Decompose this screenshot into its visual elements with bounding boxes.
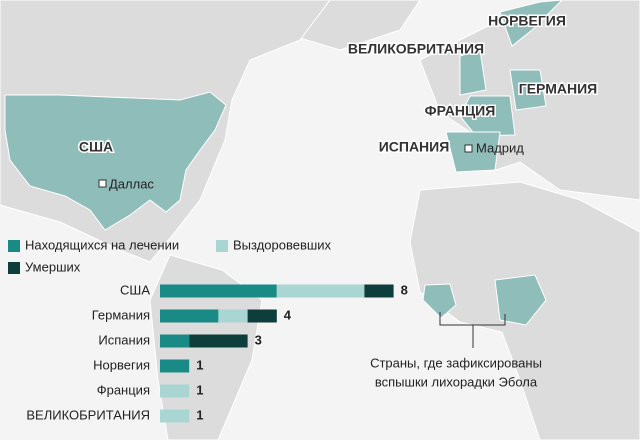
- country-label: ФРАНЦИЯ: [425, 103, 496, 119]
- legend-swatch: [8, 262, 20, 274]
- legend-swatch: [216, 240, 228, 252]
- category-label: Франция: [97, 382, 150, 397]
- chart: Находящихся на лечении Выздоровевших Умерш…: [8, 237, 408, 423]
- country-label: ИСПАНИЯ: [379, 139, 450, 155]
- country-label: ВЕЛИКОБРИТАНИЯ: [348, 41, 484, 57]
- west-africa-outbreak: [422, 283, 457, 319]
- country-label: НОРВЕГИЯ: [488, 13, 566, 29]
- city-marker: [98, 179, 107, 188]
- country-label: США: [79, 139, 113, 155]
- uk: [459, 49, 487, 96]
- total-label: 1: [196, 407, 203, 422]
- bar-segment: [160, 334, 190, 348]
- city-marker: [464, 144, 473, 153]
- category-label: США: [120, 282, 150, 297]
- legend-label: Находящихся на лечении: [25, 237, 179, 252]
- category-label: Норвегия: [93, 357, 150, 372]
- city-label: Мадрид: [476, 140, 524, 155]
- bar-segment: [160, 309, 219, 323]
- spain: [445, 131, 501, 173]
- city-label: Даллас: [109, 176, 154, 191]
- category-label: Испания: [98, 332, 150, 347]
- bar-segment: [218, 309, 248, 323]
- category-label: Германия: [92, 307, 150, 322]
- total-label: 1: [196, 382, 203, 397]
- bar-segment: [364, 284, 394, 298]
- category-label: ВЕЛИКОБРИТАНИЯ: [26, 407, 150, 422]
- total-label: 3: [255, 332, 262, 347]
- bar-segment: [160, 359, 190, 373]
- bar-segment: [189, 334, 248, 348]
- bar-segment: [160, 384, 190, 398]
- usa: [4, 91, 227, 231]
- country-label: ГЕРМАНИЯ: [519, 81, 597, 97]
- bar-segment: [160, 284, 277, 298]
- annotation-bracket: [439, 312, 506, 348]
- nigeria: [494, 274, 547, 326]
- norway: [499, 0, 563, 47]
- annotation: вспышки лихорадки Эбола: [375, 374, 538, 389]
- germany: [509, 69, 547, 111]
- bar-segment: [247, 309, 277, 323]
- legend-swatch: [8, 240, 20, 252]
- bar-segment: [160, 409, 190, 423]
- total-label: 1: [196, 357, 203, 372]
- total-label: 8: [401, 282, 408, 297]
- total-label: 4: [284, 307, 292, 322]
- annotation: Страны, где зафиксированы: [370, 355, 542, 370]
- bar-segment: [276, 284, 365, 298]
- legend-label: Умерших: [25, 259, 81, 274]
- legend-label: Выздоровевших: [233, 237, 332, 252]
